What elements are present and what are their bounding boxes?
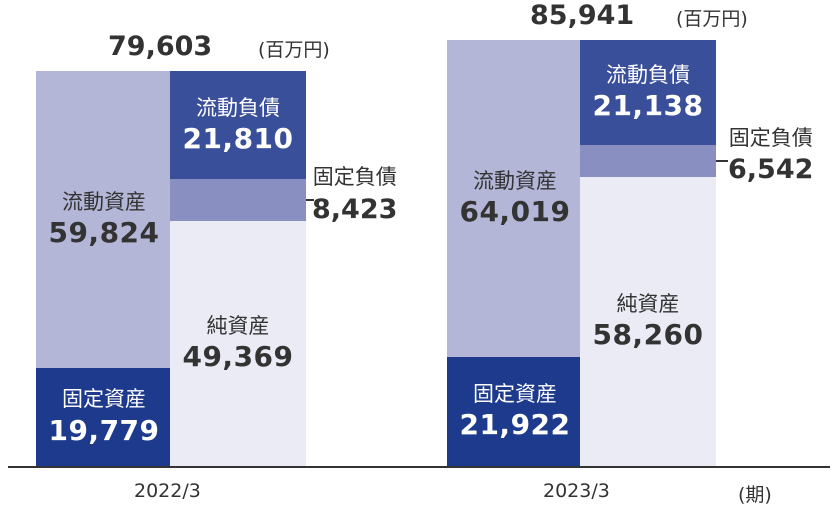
segment-label: 流動負債	[606, 62, 690, 87]
total-label: 85,941	[530, 0, 635, 31]
fixed-liabilities-bar	[580, 144, 716, 178]
segment-value: 59,824	[48, 216, 160, 250]
segment-value: 58,260	[592, 318, 704, 352]
segment-value: 6,542	[728, 154, 814, 186]
segment-value: 21,922	[459, 408, 571, 442]
segment-value: 49,369	[182, 340, 294, 374]
fixed-liabilities-callout: 固定負債 8,423	[312, 164, 397, 226]
segment-label: 純資産	[616, 291, 680, 316]
total-label: 79,603	[108, 31, 213, 63]
fixed-assets-bar: 固定資産 19,779	[36, 367, 172, 466]
segment-label: 流動負債	[196, 95, 280, 120]
current-liabilities-bar: 流動負債 21,138	[580, 39, 716, 145]
net-assets-bar: 純資産 58,260	[580, 177, 716, 466]
segment-label: 固定負債	[312, 165, 397, 190]
x-tick-label: 2023/3	[543, 480, 610, 502]
segment-label: 固定資産	[62, 387, 146, 412]
fixed-assets-bar: 固定資産 21,922	[447, 357, 583, 466]
fixed-liabilities-bar	[170, 179, 306, 222]
segment-label: 流動資産	[62, 189, 146, 214]
segment-label: 流動資産	[473, 168, 557, 193]
net-assets-bar: 純資産 49,369	[170, 221, 306, 466]
period-label: (期)	[738, 484, 772, 506]
segment-value: 21,810	[182, 121, 294, 155]
segment-label: 純資産	[206, 313, 270, 338]
segment-value: 19,779	[48, 413, 160, 447]
current-liabilities-bar: 流動負債 21,810	[170, 71, 306, 180]
fixed-liabilities-callout: 固定負債 6,542	[728, 125, 813, 187]
baseline	[8, 466, 830, 468]
segment-value: 64,019	[459, 195, 571, 229]
segment-label: 固定負債	[728, 125, 813, 150]
current-assets-bar: 流動資産 64,019	[447, 39, 583, 358]
unit-label: (百万円)	[258, 39, 330, 62]
unit-label: (百万円)	[676, 7, 748, 30]
segment-label: 固定資産	[473, 382, 557, 406]
segment-value: 21,138	[592, 88, 704, 122]
x-tick-label: 2022/3	[134, 480, 201, 502]
current-assets-bar: 流動資産 59,824	[36, 71, 172, 368]
segment-value: 8,423	[312, 193, 398, 225]
